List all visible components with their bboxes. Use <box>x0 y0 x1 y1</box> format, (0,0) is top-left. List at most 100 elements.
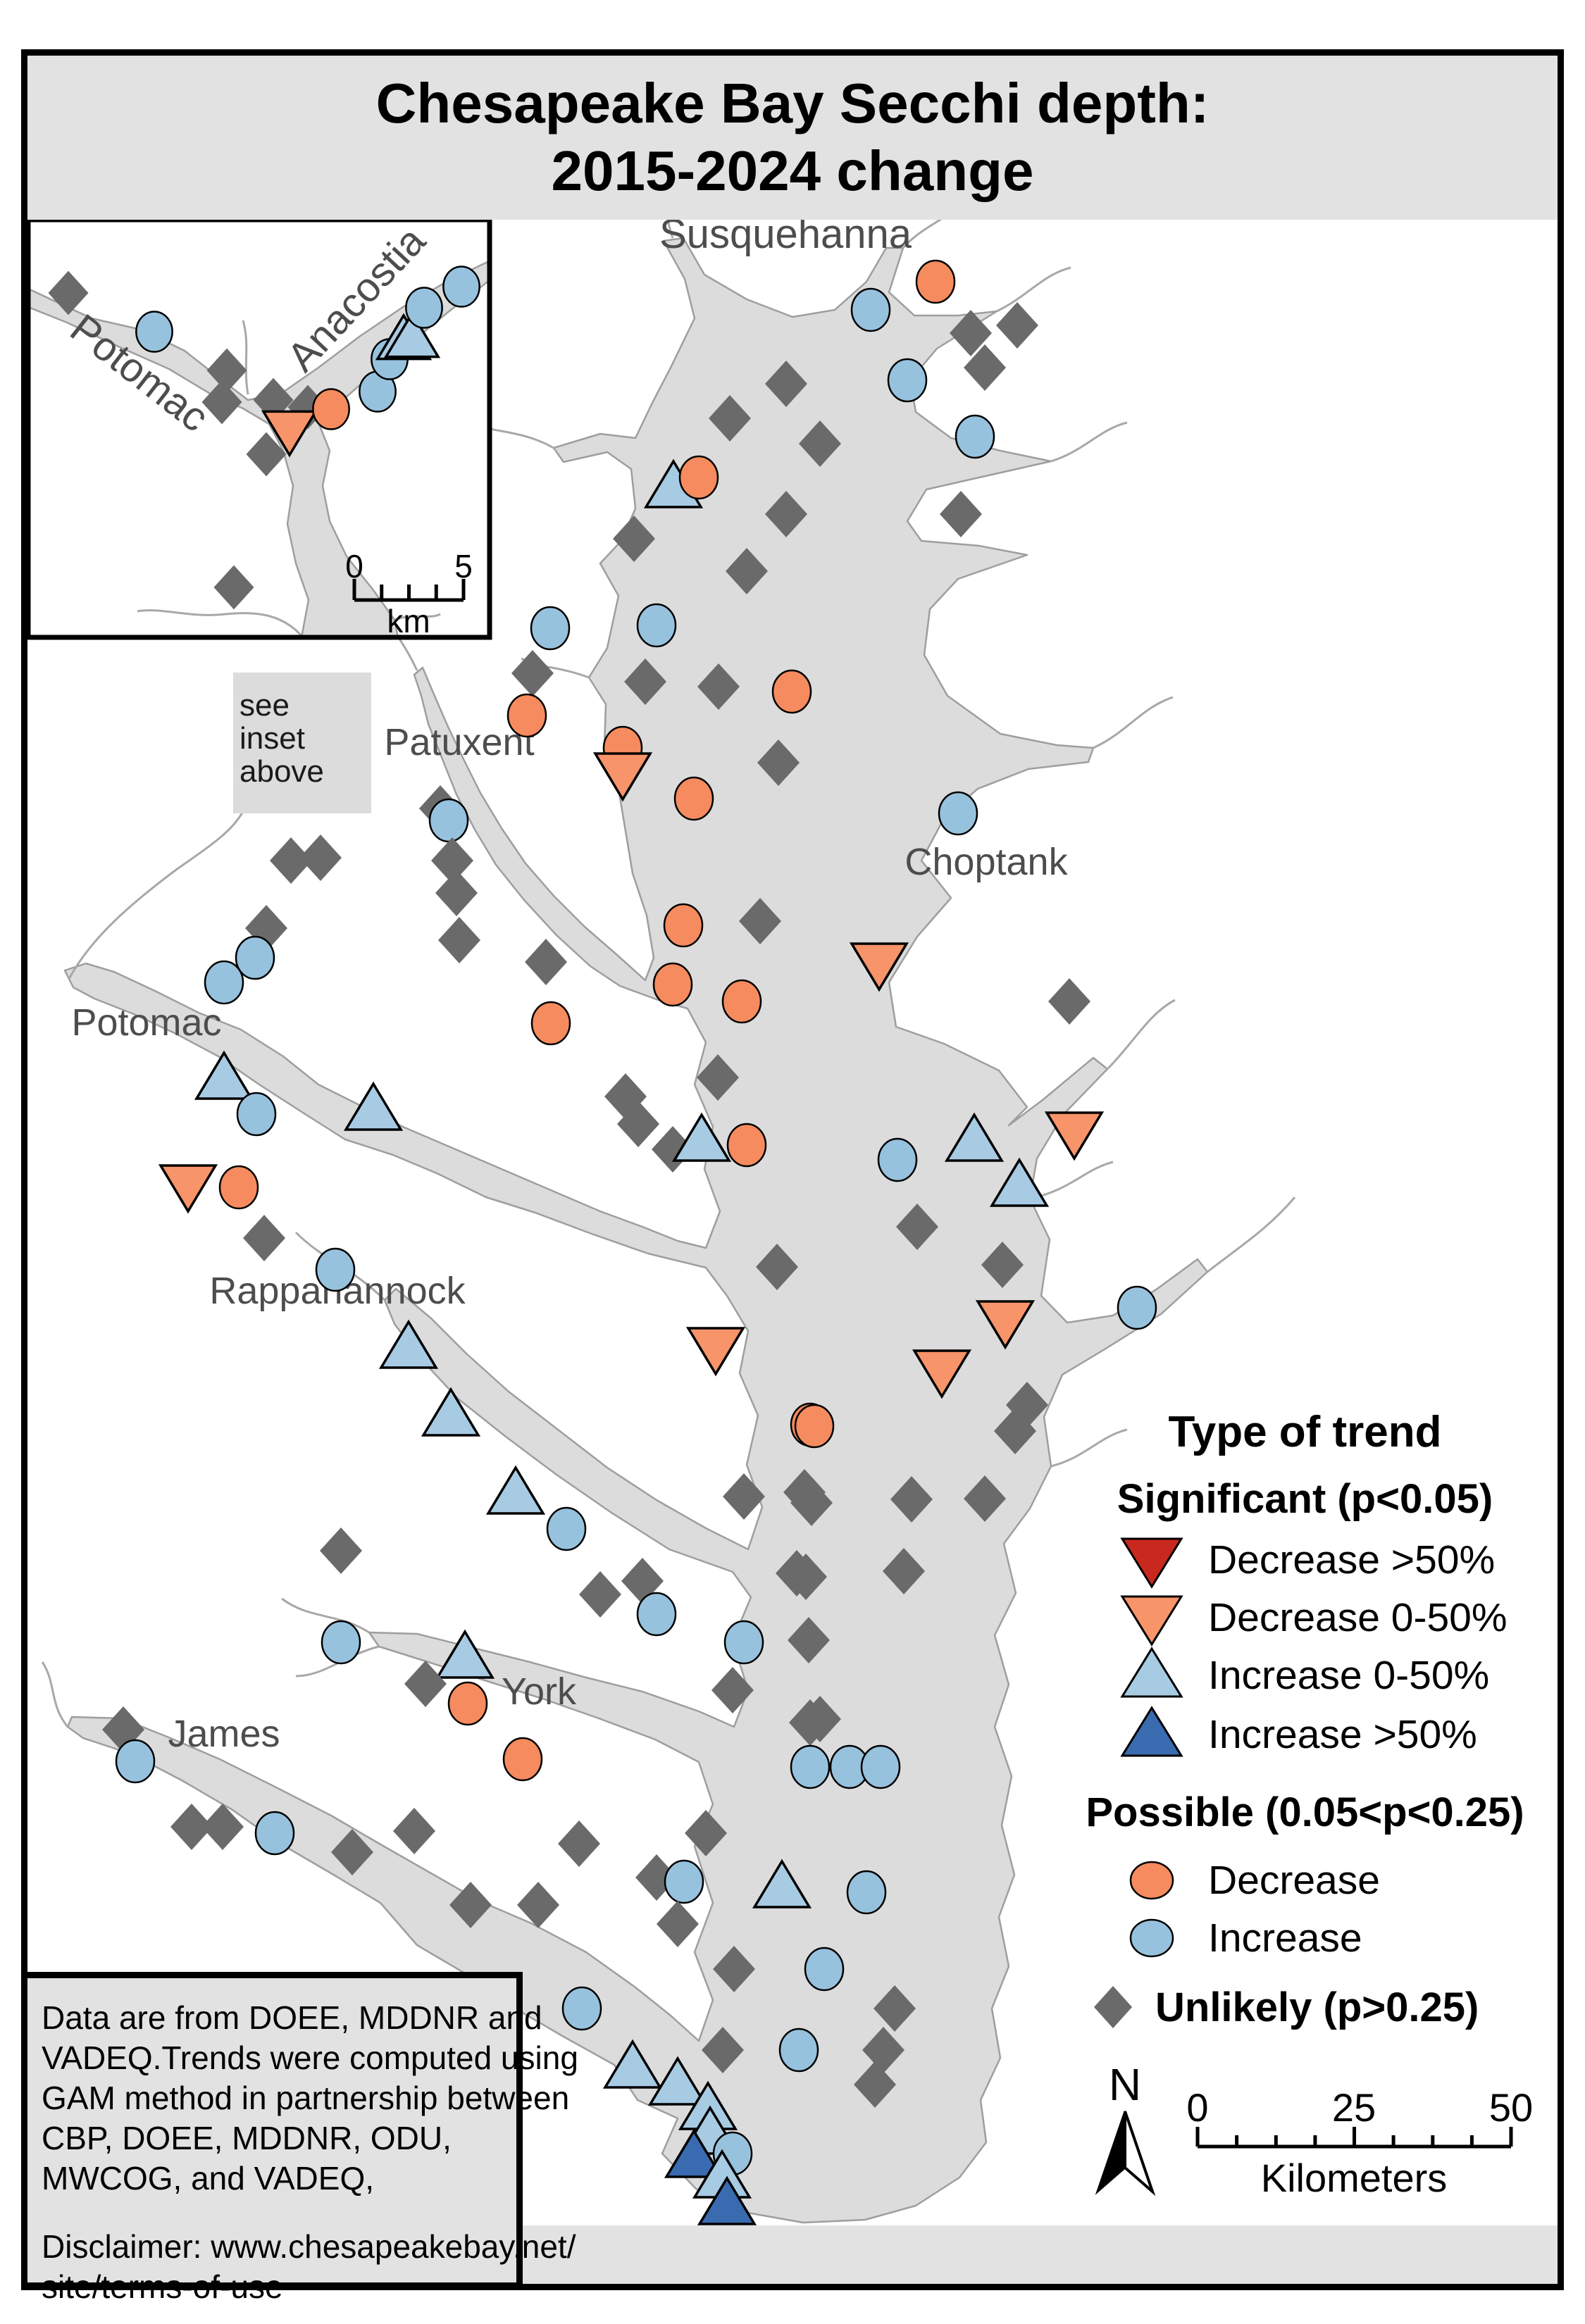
marker-pos_inc <box>428 798 469 843</box>
marker-sig_inc <box>421 1387 481 1437</box>
marker-unlikely <box>1048 978 1090 1025</box>
marker-pos_inc <box>442 265 480 308</box>
legend-item-possible-decrease: Decrease <box>1043 1849 1567 1912</box>
marker-unlikely <box>393 1808 435 1854</box>
north-arrow: N <box>1095 2059 1156 2197</box>
marker-unlikely <box>896 1204 938 1250</box>
legend-label: Decrease <box>1208 1858 1380 1903</box>
marker-unlikely <box>331 1829 373 1875</box>
legend-label: Decrease >50% <box>1208 1537 1496 1582</box>
marker-unlikely <box>431 837 473 884</box>
legend-label: Unlikely (p>0.25) <box>1155 1984 1479 2030</box>
marker-pos_inc <box>938 791 978 836</box>
marker-pos_inc <box>790 1744 831 1789</box>
marker-unlikely <box>709 395 751 442</box>
inset-scalebar <box>352 579 466 602</box>
marker-pos_dec <box>447 1681 488 1726</box>
marker-pos_inc <box>887 358 928 403</box>
marker-pos_inc <box>115 1739 156 1784</box>
marker-unlikely <box>799 420 841 467</box>
notes-line: MWCOG, and VADEQ, <box>42 2160 375 2197</box>
marker-unlikely <box>964 344 1006 391</box>
triangle-up-darkblue-icon <box>1120 1706 1183 1763</box>
notes-line: Disclaimer: www.chesapeakebay.net/ <box>42 2228 576 2265</box>
marker-pos_inc <box>850 287 891 332</box>
marker-pos_dec <box>673 776 714 821</box>
marker-unlikely <box>950 310 992 356</box>
marker-unlikely <box>789 1699 831 1746</box>
diamond-gray-icon <box>1085 1982 1141 2032</box>
marker-sig_inc <box>752 1858 812 1908</box>
legend-significant-heading: Significant (p<0.05) <box>1117 1476 1493 1522</box>
source-disclaimer-box: Data are from DOEE, MDDNR and VADEQ.Trend… <box>21 1972 578 2305</box>
marker-unlikely <box>170 1804 213 1850</box>
marker-unlikely <box>713 1946 755 1992</box>
inset-scale-start: 0 <box>345 548 363 585</box>
marker-unlikely <box>874 1985 916 2032</box>
title-banner: Chesapeake Bay Secchi depth: 2015-2024 c… <box>27 55 1558 220</box>
marker-sig_inc_50 <box>664 2128 724 2178</box>
marker-pos_inc <box>321 1620 361 1665</box>
marker-sig_inc_50 <box>697 2175 757 2225</box>
inset-scale-unit: km <box>387 603 430 639</box>
river-lines <box>41 168 1296 1728</box>
marker-unlikely <box>739 898 781 944</box>
page-title-line2: 2015-2024 change <box>551 139 1034 202</box>
scale-start: 0 <box>1186 2085 1208 2130</box>
marker-unlikely <box>964 1475 1006 1522</box>
marker-unlikely <box>757 739 800 786</box>
region-label-potomac: Potomac <box>71 1001 221 1044</box>
marker-sig_inc <box>671 1112 732 1162</box>
marker-unlikely <box>517 1882 559 1928</box>
marker-sig_dec <box>685 1327 746 1377</box>
marker-sig_dec <box>158 1164 218 1214</box>
marker-unlikely <box>525 939 567 985</box>
legend-item-possible-increase: Increase <box>1043 1906 1567 1970</box>
marker-pos_dec <box>663 903 704 948</box>
main-scalebar: 0 25 50 Kilometers <box>1186 2085 1533 2200</box>
page-title-line1: Chesapeake Bay Secchi depth: <box>375 72 1210 135</box>
marker-sig_inc <box>378 1319 439 1369</box>
notes-line: Data are from DOEE, MDDNR and <box>42 1999 542 2036</box>
marker-unlikely <box>404 1661 447 1707</box>
marker-unlikely <box>765 361 807 407</box>
marker-pos_inc <box>877 1137 918 1182</box>
marker-pos_inc <box>723 1620 764 1665</box>
marker-unlikely <box>270 837 312 884</box>
marker-unlikely <box>697 1054 739 1101</box>
marker-pos_dec <box>506 693 547 738</box>
marker-unlikely <box>854 2061 896 2108</box>
marker-pos_inc <box>561 1986 602 2031</box>
marker-pos_dec <box>530 1001 571 1046</box>
marker-sig_inc <box>989 1157 1050 1207</box>
marker-pos_dec <box>218 1165 259 1210</box>
marker-sig_inc <box>647 2056 708 2106</box>
marker-pos_inc <box>955 414 995 459</box>
marker-unlikely <box>723 1473 765 1520</box>
marker-pos_inc <box>315 1247 356 1292</box>
legend: Type of trend Significant (p<0.05) Decre… <box>1043 1401 1567 2049</box>
marker-sig_inc <box>602 2039 663 2089</box>
legend-possible-heading: Possible (0.05<p<0.25) <box>1086 1789 1524 1835</box>
marker-pos_inc <box>860 1744 901 1789</box>
legend-item-decrease-0-50: Decrease 0-50% <box>1043 1586 1567 1649</box>
triangle-down-red-icon <box>1120 1531 1183 1589</box>
marker-sig_dec <box>975 1300 1036 1350</box>
marker-pos_inc <box>235 935 275 980</box>
inset-markers <box>48 265 480 610</box>
notes-line: VADEQ.Trends were computed using <box>42 2039 578 2076</box>
marker-unlikely <box>206 348 247 393</box>
legend-label: Increase <box>1208 1916 1362 1961</box>
marker-pos_inc <box>204 960 244 1005</box>
map-markers <box>102 259 1157 2225</box>
legend-label: Increase >50% <box>1208 1712 1477 1757</box>
marker-unlikely <box>697 663 740 710</box>
see-inset-square <box>233 673 371 813</box>
circle-orange-icon <box>1120 1856 1183 1905</box>
marker-unlikely <box>883 1548 925 1594</box>
marker-unlikely <box>201 380 242 425</box>
see-inset-line: see <box>240 688 290 723</box>
marker-unlikely <box>726 548 768 594</box>
marker-pos_dec <box>726 1123 767 1168</box>
